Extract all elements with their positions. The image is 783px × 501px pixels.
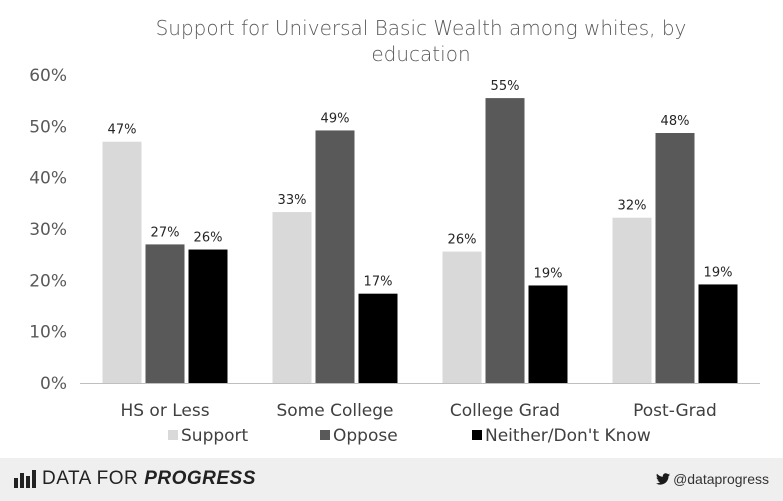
brand: DATA FOR PROGRESS <box>14 468 256 490</box>
data-label: 49% <box>321 111 350 126</box>
data-label: 48% <box>661 114 690 129</box>
bar <box>145 244 185 383</box>
chart-title-line: Support for Universal Basic Wealth among… <box>156 16 687 40</box>
data-label: 55% <box>491 79 520 94</box>
data-label: 26% <box>194 231 223 246</box>
legend-label: Support <box>181 426 249 446</box>
data-label: 27% <box>151 225 180 240</box>
bar <box>612 217 652 383</box>
bar <box>358 293 398 383</box>
y-tick-label: 30% <box>29 220 67 240</box>
bar <box>528 285 568 383</box>
y-tick-label: 0% <box>40 374 67 394</box>
footer: DATA FOR PROGRESS @dataprogress <box>0 458 783 501</box>
twitter-handle-text: @dataprogress <box>673 471 769 487</box>
legend-swatch <box>320 430 330 440</box>
bar <box>272 212 312 383</box>
x-category-label: College Grad <box>450 401 560 421</box>
brand-name-bold: PROGRESS <box>144 468 256 489</box>
bar <box>102 141 142 383</box>
twitter-handle: @dataprogress <box>656 471 769 487</box>
chart-title-line: education <box>371 42 470 66</box>
bar <box>442 251 482 383</box>
y-tick-label: 50% <box>29 117 67 137</box>
y-tick-label: 60% <box>29 66 67 86</box>
data-label: 19% <box>704 265 733 280</box>
legend-swatch <box>472 430 482 440</box>
legend-label: Oppose <box>333 426 398 446</box>
x-category-label: HS or Less <box>120 401 209 421</box>
y-tick-label: 20% <box>29 271 67 291</box>
data-label: 47% <box>108 123 137 138</box>
x-category-label: Some College <box>276 401 393 421</box>
bar <box>315 130 355 383</box>
bar-chart-logo-icon <box>14 470 36 488</box>
data-label: 19% <box>534 266 563 281</box>
y-tick-label: 10% <box>29 323 67 343</box>
data-label: 26% <box>448 233 477 248</box>
chart: Support for Universal Basic Wealth among… <box>29 16 760 446</box>
brand-name-plain: DATA FOR <box>42 468 139 489</box>
bar <box>485 98 525 383</box>
y-tick-label: 40% <box>29 169 67 189</box>
legend-label: Neither/Don't Know <box>485 426 651 446</box>
legend-swatch <box>168 430 178 440</box>
twitter-bird-icon <box>656 473 671 485</box>
bar <box>188 249 228 383</box>
data-label: 32% <box>618 199 647 214</box>
bar <box>655 133 695 383</box>
data-label: 33% <box>278 193 307 208</box>
data-label: 17% <box>364 275 393 290</box>
x-category-label: Post-Grad <box>633 401 717 421</box>
bar <box>698 284 738 383</box>
chart-svg: Support for Universal Basic Wealth among… <box>29 16 760 446</box>
